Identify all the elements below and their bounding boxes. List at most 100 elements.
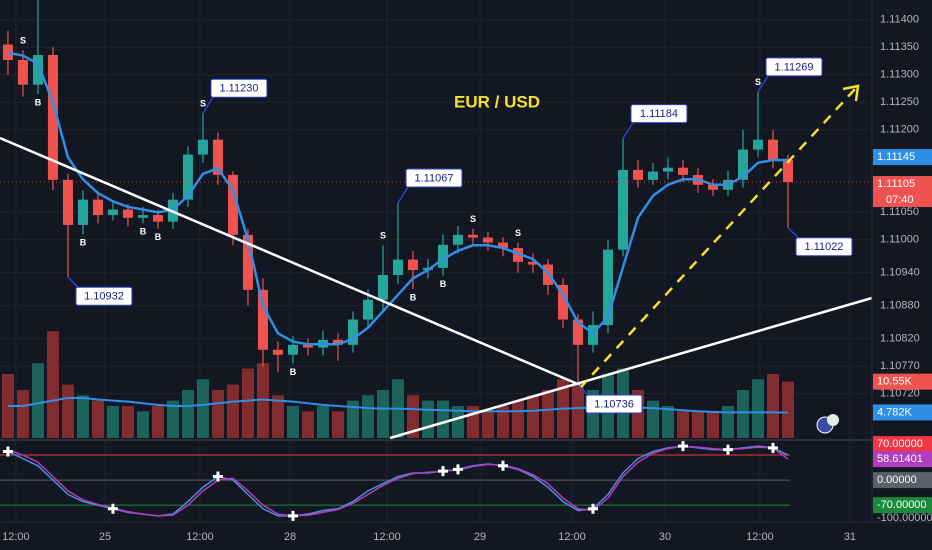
cross-marker bbox=[677, 441, 688, 452]
candle-body bbox=[677, 167, 688, 175]
y-tick-label: 1.11350 bbox=[880, 41, 919, 53]
callout-box bbox=[210, 78, 268, 98]
callout-pointer bbox=[202, 96, 214, 114]
candle-body bbox=[122, 209, 133, 218]
candle-body bbox=[257, 289, 268, 350]
candle-body bbox=[182, 154, 193, 200]
x-tick-label: 12:00 bbox=[2, 531, 30, 543]
volume-bar bbox=[406, 395, 419, 438]
volume-bar bbox=[736, 389, 749, 438]
candle-body bbox=[152, 215, 163, 222]
oscillator-last-value: 58.61401 bbox=[877, 453, 923, 465]
trend-line bbox=[389, 296, 873, 440]
signal-label: S bbox=[515, 228, 521, 238]
volume-bar bbox=[646, 400, 659, 438]
signal-label: B bbox=[440, 279, 447, 289]
axis-value-box bbox=[873, 373, 932, 390]
candle-body bbox=[662, 167, 673, 172]
x-tick-label: 12:00 bbox=[558, 531, 586, 543]
candle-body bbox=[572, 319, 583, 345]
volume-bar bbox=[46, 331, 59, 438]
y-tick-label: 1.10820 bbox=[880, 333, 920, 345]
volume-bar bbox=[76, 395, 89, 438]
cross-marker bbox=[212, 471, 223, 482]
volume-bar bbox=[451, 405, 464, 438]
axis-value-label: 70.00000 bbox=[877, 438, 923, 450]
y-tick-label: 1.10880 bbox=[880, 300, 920, 312]
callout-label: 1.10932 bbox=[84, 291, 124, 303]
axis-value-box bbox=[873, 436, 932, 453]
chart-title: EUR / USD bbox=[454, 92, 540, 111]
x-tick-label: 28 bbox=[284, 531, 296, 543]
axis-value-label: 1.11145 bbox=[877, 151, 915, 163]
signal-label: S bbox=[470, 214, 476, 224]
candle-body bbox=[92, 199, 103, 216]
callout-label: 1.10736 bbox=[594, 398, 634, 410]
signal-label: B bbox=[80, 238, 87, 248]
volume-bar bbox=[706, 411, 719, 438]
axis-value-label: 1.11105 bbox=[877, 178, 915, 190]
axis-value-box bbox=[873, 176, 932, 193]
cross-marker bbox=[452, 464, 463, 475]
candle-body bbox=[377, 275, 388, 300]
candle-body bbox=[767, 139, 778, 161]
candle-body bbox=[617, 169, 628, 250]
projection-line bbox=[579, 87, 857, 389]
callout-pointer bbox=[622, 122, 634, 139]
volume-bar bbox=[286, 405, 299, 438]
candle-body bbox=[437, 244, 448, 268]
volume-bar bbox=[421, 400, 434, 438]
y-tick-label: 1.11250 bbox=[880, 96, 919, 108]
candle-body bbox=[227, 174, 238, 235]
volume-bar bbox=[361, 395, 374, 438]
volume-bar bbox=[691, 411, 704, 438]
volume-bar bbox=[781, 381, 794, 438]
cross-marker bbox=[437, 466, 448, 477]
candle-body bbox=[302, 344, 313, 348]
axis-value-label: 4.782K bbox=[877, 406, 913, 418]
cross-marker bbox=[587, 503, 598, 514]
candle-body bbox=[392, 259, 403, 275]
signal-label: B bbox=[35, 97, 42, 107]
volume-bar bbox=[766, 373, 779, 438]
volume-bar bbox=[301, 411, 314, 438]
volume-bar bbox=[436, 400, 449, 438]
x-tick-label: 30 bbox=[659, 531, 671, 543]
candle-body bbox=[32, 55, 43, 85]
volume-bar bbox=[166, 400, 179, 438]
x-tick-label: 12:00 bbox=[373, 531, 401, 543]
y-tick-label: 1.11300 bbox=[880, 69, 919, 81]
callout-box bbox=[765, 57, 823, 77]
x-tick-label: 31 bbox=[844, 531, 856, 543]
callout-box bbox=[630, 104, 688, 124]
volume-bar bbox=[346, 400, 359, 438]
volume-bar bbox=[181, 389, 194, 438]
ma-line bbox=[7, 51, 788, 346]
countdown-label: 07:40 bbox=[886, 194, 914, 206]
candle-body bbox=[557, 284, 568, 320]
callout-pointer bbox=[67, 276, 79, 288]
cross-marker bbox=[767, 442, 778, 453]
candle-body bbox=[242, 234, 253, 290]
volume-bar bbox=[151, 405, 164, 438]
volume-bar bbox=[316, 405, 329, 438]
y-tick-label: 1.11400 bbox=[880, 14, 919, 26]
axis-value-box bbox=[873, 497, 932, 514]
candle-body bbox=[17, 59, 28, 85]
volume-bar bbox=[256, 363, 269, 438]
x-tick-label: 12:00 bbox=[746, 531, 774, 543]
signal-label: B bbox=[410, 293, 417, 303]
candle-body bbox=[467, 234, 478, 238]
candle-body bbox=[212, 139, 223, 175]
candle-body bbox=[107, 209, 118, 216]
x-tick-label: 25 bbox=[99, 531, 111, 543]
callout-box bbox=[585, 394, 643, 414]
volume-bar bbox=[271, 395, 284, 438]
volume-bar bbox=[751, 379, 764, 438]
candle-body bbox=[527, 261, 538, 265]
cross-marker bbox=[497, 460, 508, 471]
volume-bar bbox=[226, 384, 239, 438]
countdown-box bbox=[873, 192, 932, 208]
volume-bar bbox=[721, 405, 734, 438]
